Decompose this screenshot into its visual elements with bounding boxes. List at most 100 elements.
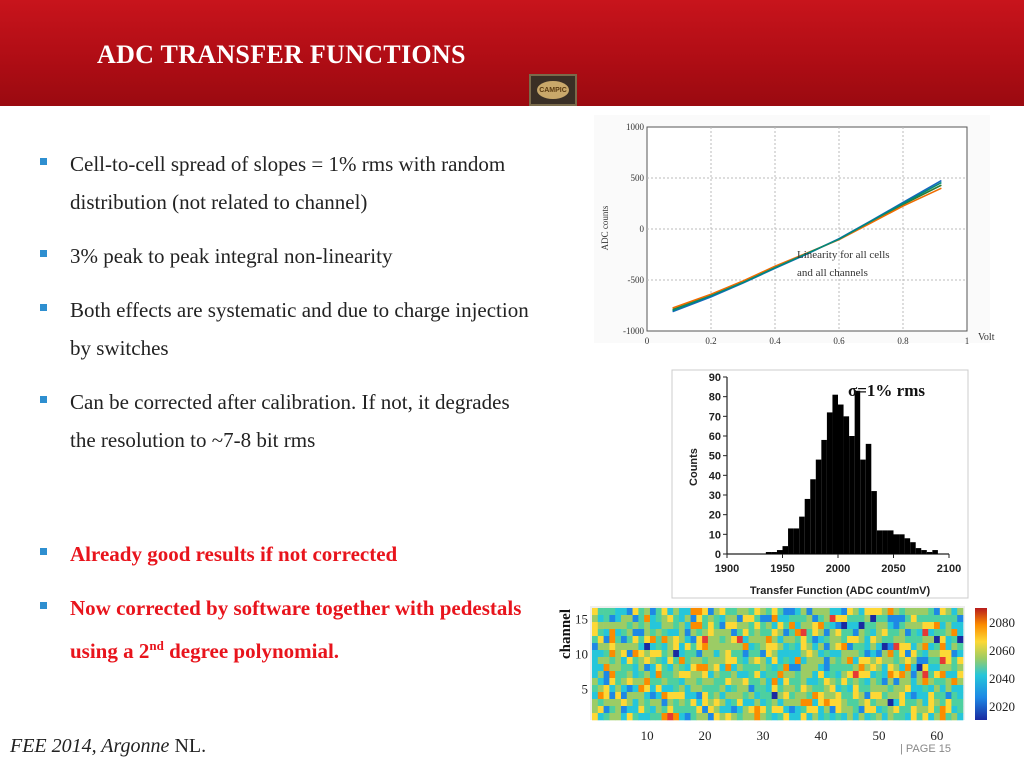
heatmap-cell: [847, 615, 854, 623]
heatmap-cell: [829, 713, 836, 721]
heatmap-cell: [603, 678, 610, 686]
heatmap-cell: [916, 622, 923, 630]
heatmap-cell: [881, 699, 888, 707]
histogram-bar: [882, 530, 888, 554]
heatmap-cell: [644, 650, 651, 658]
heatmap-cell: [812, 699, 819, 707]
heatmap-cell: [939, 622, 946, 630]
heatmap-cell: [731, 643, 738, 651]
heatmap-cell: [765, 629, 773, 637]
heatmap-cell: [858, 678, 865, 686]
heatmap-cell: [678, 615, 686, 623]
heatmap-cell: [934, 699, 941, 707]
heatmap-cell: [696, 699, 703, 707]
heatmap-cell: [905, 622, 912, 630]
heatmap-cell: [881, 692, 888, 700]
heatmap-cell: [667, 685, 674, 693]
heatmap-cell: [829, 643, 836, 651]
heatmap-cell: [725, 650, 732, 658]
heatmap-cell: [922, 671, 929, 679]
heatmap-cell: [620, 608, 628, 616]
heatmap-cell: [620, 615, 628, 623]
heatmap-cell: [760, 615, 767, 623]
heatmap-cell: [852, 664, 859, 672]
heatmap-cell: [748, 678, 755, 686]
heatmap-cell: [823, 678, 830, 686]
histogram-bar: [871, 491, 877, 554]
heatmap-cell: [864, 636, 871, 644]
heatmap-cell: [765, 699, 773, 707]
heatmap-cell: [928, 692, 935, 700]
heatmap-cell: [649, 664, 657, 672]
heatmap-cell: [661, 643, 668, 651]
heatmap-cell: [655, 643, 662, 651]
heatmap-cell: [806, 622, 813, 630]
heatmap-cell: [939, 643, 946, 651]
heatmap-cell: [858, 664, 865, 672]
heatmap-cell: [638, 713, 645, 721]
heatmap-cell: [736, 671, 744, 679]
heatmap-cell: [690, 608, 697, 616]
heatmap-cell: [638, 636, 645, 644]
heatmap-cell: [696, 622, 703, 630]
heatmap-cell: [655, 664, 662, 672]
heatmap-cell: [818, 685, 825, 693]
heatmap-cell: [789, 671, 796, 679]
heatmap-cell: [620, 706, 628, 714]
square-bullet-icon: [40, 548, 47, 555]
heatmap-cell: [812, 678, 819, 686]
y-tick-label: -1000: [623, 326, 644, 336]
heatmap-cell: [806, 699, 813, 707]
heatmap-cell: [794, 657, 801, 665]
y-tick-label: 1000: [626, 122, 645, 132]
heatmap-cell: [754, 650, 761, 658]
heatmap-cell: [783, 692, 790, 700]
heatmap-cell: [771, 643, 778, 651]
heatmap-cell: [823, 650, 830, 658]
colorbar: [975, 608, 987, 720]
heatmap-cell: [620, 699, 628, 707]
heatmap-cell: [731, 706, 738, 714]
heatmap-cell: [812, 622, 819, 630]
heatmap-cell: [603, 671, 610, 679]
heatmap-cell: [945, 671, 952, 679]
heatmap-cell: [754, 608, 761, 616]
heatmap-cell: [707, 699, 715, 707]
heatmap-cell: [655, 713, 662, 721]
heatmap-cell: [597, 615, 604, 623]
heatmap-cell: [690, 706, 697, 714]
heatmap-cell: [626, 650, 633, 658]
heatmap-cell: [771, 629, 778, 637]
heatmap-cell: [754, 692, 761, 700]
heatmap-cell: [887, 657, 894, 665]
heatmap-cell: [742, 643, 749, 651]
heatmap-cell: [922, 692, 929, 700]
heatmap-cell: [748, 671, 755, 679]
x-tick-label: 1950: [770, 563, 794, 575]
logo: CAMPIC: [529, 74, 577, 106]
heatmap-cell: [881, 678, 888, 686]
x-axis-label: Volt: [978, 332, 995, 343]
heatmap-cell: [957, 692, 964, 700]
heatmap-cell: [678, 692, 686, 700]
heatmap-cell: [841, 657, 848, 665]
axis-ticks: 0 0.2 0.4 0.6 0.8 1 1000 500 0 -500 -1000: [623, 122, 969, 346]
heatmap-cell: [829, 699, 836, 707]
heatmap-cell: [864, 664, 871, 672]
heatmap-cell: [852, 706, 859, 714]
heatmap-cell: [707, 657, 715, 665]
heatmap-cell: [597, 671, 604, 679]
bullet-item: 3% peak to peak integral non-linearity: [40, 237, 540, 275]
heatmap-cell: [638, 643, 645, 651]
heatmap-cell: [678, 706, 686, 714]
histogram-bar: [865, 443, 872, 554]
heatmap-cell: [736, 657, 744, 665]
heatmap-cell: [870, 622, 877, 630]
heatmap-cell: [916, 664, 923, 672]
bullet-item: Cell-to-cell spread of slopes = 1% rms w…: [40, 145, 540, 221]
heatmap-cell: [800, 636, 807, 644]
heatmap-cell: [910, 713, 917, 721]
heatmap-cell: [742, 622, 749, 630]
y-tick-label: 40: [709, 470, 721, 482]
